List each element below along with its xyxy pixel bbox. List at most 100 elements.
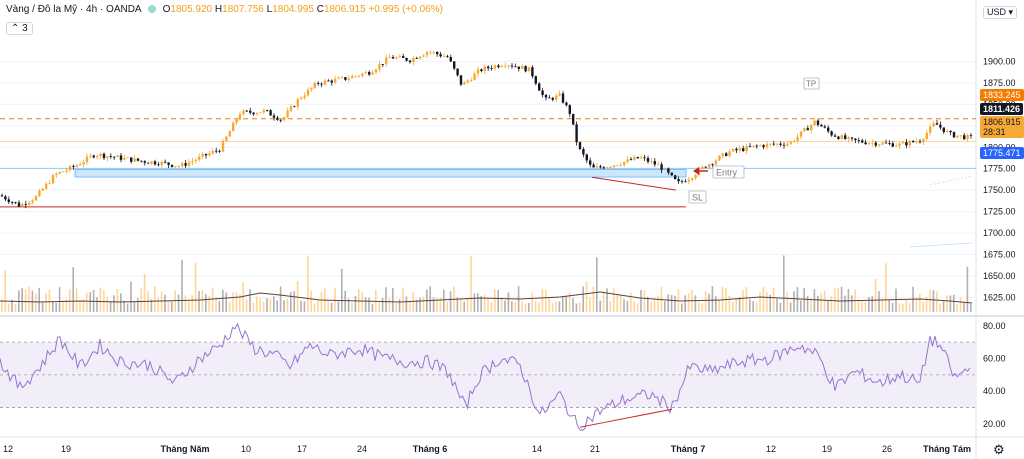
sl-label: SL (692, 193, 703, 203)
volume-ma-line (0, 291, 973, 304)
candle-body (558, 93, 561, 96)
candle-body (85, 156, 89, 163)
candle-body (415, 57, 418, 59)
volume-bar (320, 292, 323, 312)
volume-bar (167, 300, 170, 312)
time-tick-label: 19 (822, 444, 832, 454)
candle-body (446, 56, 449, 58)
volume-bar (65, 299, 68, 312)
volume-bar (96, 297, 98, 312)
volume-bar (327, 300, 329, 312)
trend-drawings[interactable] (579, 176, 677, 428)
entry-label-box[interactable] (712, 165, 745, 179)
time-tick-label: 24 (357, 444, 367, 454)
time-tick-label: 10 (241, 444, 251, 454)
volume-bar (589, 297, 591, 312)
candle-body (544, 94, 548, 98)
volume-bar (371, 303, 374, 312)
volume-bar (14, 303, 17, 312)
indicators-collapse-button[interactable]: ⌃ 3 (6, 22, 33, 35)
candle-body (422, 55, 425, 57)
candle-body (762, 145, 765, 148)
candle-body (17, 202, 21, 207)
candle-body (922, 138, 925, 143)
volume-bar (725, 288, 727, 312)
volume-bar (789, 302, 792, 312)
candle-body (653, 161, 656, 165)
volume-bar (82, 299, 85, 312)
volume-bar (385, 287, 387, 312)
volume-bar (728, 295, 731, 312)
candle-body (538, 83, 541, 91)
candle-body (891, 143, 894, 147)
volume-bar (837, 287, 839, 312)
volume-bar (711, 286, 714, 312)
volume-bar (524, 303, 527, 312)
volume-bar (361, 291, 363, 312)
volume-bar (456, 297, 459, 312)
candle-body (684, 181, 687, 183)
time-tick-label: 17 (297, 444, 307, 454)
ohlc-high: 1807.756 (222, 4, 264, 15)
volume-bar (419, 297, 421, 312)
candle-body (476, 69, 480, 74)
sl-label-box[interactable] (688, 190, 707, 204)
volume-bar (762, 287, 765, 312)
level-lines[interactable] (0, 118, 976, 208)
volume-bar (613, 288, 615, 312)
volume-bar (555, 301, 557, 312)
volume-bar (249, 289, 251, 312)
candles[interactable] (0, 50, 973, 209)
volume-bar (701, 303, 703, 312)
gear-icon[interactable]: ⚙ (993, 442, 1005, 457)
candle-body (837, 136, 840, 139)
volume-bar (351, 302, 353, 312)
volume-bar (405, 296, 408, 312)
candle-body (524, 66, 527, 72)
volume-bar (558, 301, 561, 312)
candle-body (830, 131, 833, 136)
candle-body (963, 135, 966, 140)
candle-body (21, 204, 24, 207)
candle-body (670, 172, 673, 176)
candle-body (211, 150, 214, 154)
volume-bar (521, 301, 523, 312)
candle-body (952, 132, 956, 138)
candle-body (878, 144, 881, 146)
volume-bar (273, 296, 275, 312)
candle-body (374, 69, 378, 73)
volume-bar (827, 300, 829, 312)
volume-bar (718, 299, 720, 312)
volume-bar (160, 291, 163, 312)
candle-body (289, 106, 293, 111)
volume-bar (653, 297, 656, 312)
price-grid (0, 60, 976, 298)
candle-body (871, 142, 874, 144)
volume-bar (582, 286, 584, 312)
candle-body (470, 80, 473, 81)
candle-body (48, 183, 51, 185)
candle-body (262, 110, 265, 113)
candle-body (850, 137, 854, 139)
candle-body (7, 199, 10, 203)
volume-bar (208, 295, 210, 312)
candle-body (272, 115, 276, 118)
volume-bar (878, 291, 880, 312)
demand-zone[interactable] (74, 169, 687, 178)
candle-body (531, 67, 534, 77)
volume-bar (368, 297, 370, 312)
candle-body (874, 142, 877, 146)
volume-bar (242, 282, 244, 312)
time-tick-label: 14 (532, 444, 542, 454)
tp-label-box[interactable] (803, 77, 820, 90)
volume-bar (283, 300, 285, 312)
volume-bar (735, 298, 737, 312)
volume-bar (545, 289, 547, 312)
symbol-title[interactable]: Vàng / Đô la Mỹ · 4h · OANDA (6, 4, 142, 15)
volume-bar (732, 301, 734, 312)
candle-body (912, 140, 915, 143)
candle-body (89, 155, 92, 157)
currency-selector[interactable]: USD ▾ (983, 6, 1018, 19)
volume-bar (432, 297, 435, 312)
